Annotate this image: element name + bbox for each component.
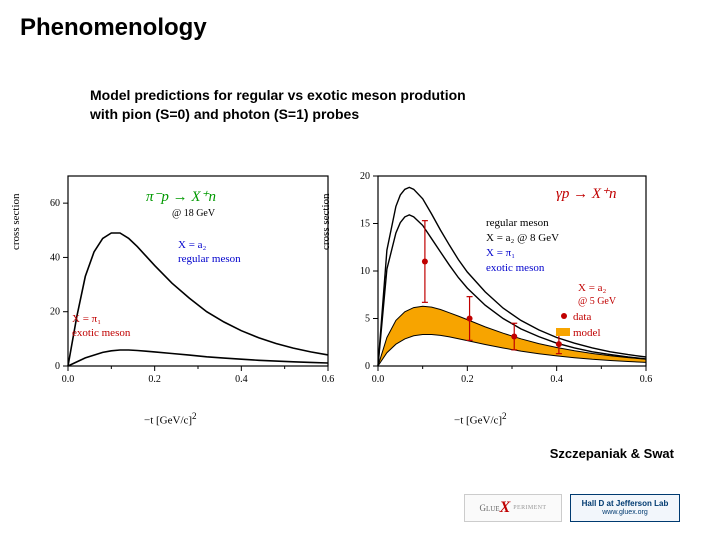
right-chart-svg: 0.0 0.2 0.4 0.6 0 5 10 15 20 γp → X⁺n regular meso… — [336, 160, 654, 400]
svg-text:X = a₂: X = a₂ — [578, 282, 607, 294]
svg-text:15: 15 — [360, 219, 370, 230]
svg-text:0.6: 0.6 — [322, 374, 335, 385]
page-title: Phenomenology — [20, 14, 207, 42]
svg-text:0: 0 — [55, 361, 60, 372]
svg-text:γp → X⁺n: γp → X⁺n — [556, 186, 617, 202]
subtitle: Model predictions for regular vs exotic … — [90, 86, 466, 124]
left-ylabel: cross section — [10, 193, 22, 250]
svg-text:X = π₁: X = π₁ — [486, 247, 515, 259]
right-ylabel: cross section — [320, 193, 332, 250]
svg-text:0.2: 0.2 — [461, 374, 474, 385]
svg-text:0.4: 0.4 — [235, 374, 248, 385]
svg-text:0.2: 0.2 — [148, 374, 161, 385]
svg-text:X = a₂ @ 8 GeV: X = a₂ @ 8 GeV — [486, 232, 559, 244]
svg-text:model: model — [573, 327, 601, 339]
svg-text:20: 20 — [50, 307, 60, 318]
charts-row: cross section 0.0 0.2 0.4 0.6 0 20 40 60 π⁻p → X… — [26, 160, 654, 405]
svg-text:20: 20 — [360, 171, 370, 182]
svg-text:0.4: 0.4 — [550, 374, 563, 385]
svg-text:0: 0 — [365, 361, 370, 372]
svg-text:π⁻p → X⁺n: π⁻p → X⁺n — [146, 189, 216, 205]
svg-text:0.6: 0.6 — [640, 374, 653, 385]
svg-text:60: 60 — [50, 198, 60, 209]
svg-text:5: 5 — [365, 314, 370, 325]
left-chart: cross section 0.0 0.2 0.4 0.6 0 20 40 60 π⁻p → X… — [26, 160, 336, 405]
svg-text:X = a₂: X = a₂ — [178, 239, 207, 251]
svg-text:@ 5 GeV: @ 5 GeV — [578, 296, 617, 307]
left-chart-svg: 0.0 0.2 0.4 0.6 0 20 40 60 π⁻p → X⁺n @ 18 GeV X = … — [26, 160, 336, 400]
right-chart: cross section 0.00.20.40.605101520γp → X… — [336, 160, 654, 405]
svg-text:regular meson: regular meson — [178, 253, 241, 265]
svg-text:10: 10 — [360, 266, 370, 277]
svg-text:0.0: 0.0 — [62, 374, 75, 385]
svg-text:exotic meson: exotic meson — [486, 262, 545, 274]
halld-logo: Hall D at Jefferson Lab www.gluex.org — [570, 494, 680, 522]
svg-text:X = π₁: X = π₁ — [72, 313, 101, 325]
svg-text:data: data — [573, 311, 591, 323]
svg-text:exotic meson: exotic meson — [72, 327, 131, 339]
logo-row: GLUEX PERIMENT Hall D at Jefferson Lab w… — [464, 494, 680, 522]
svg-text:@ 18 GeV: @ 18 GeV — [172, 208, 216, 219]
svg-text:0.0: 0.0 — [372, 374, 385, 385]
svg-text:regular meson: regular meson — [486, 217, 549, 229]
subtitle-line1: Model predictions for regular vs exotic … — [90, 87, 466, 103]
attribution: Szczepaniak & Swat — [550, 446, 674, 461]
left-xlabel: −t [GeV/c]2 — [144, 411, 197, 427]
gluex-logo: GLUEX PERIMENT — [464, 494, 562, 522]
subtitle-line2: with pion (S=0) and photon (S=1) probes — [90, 106, 359, 122]
svg-text:40: 40 — [50, 252, 60, 263]
right-xlabel: −t [GeV/c]2 — [454, 411, 507, 427]
